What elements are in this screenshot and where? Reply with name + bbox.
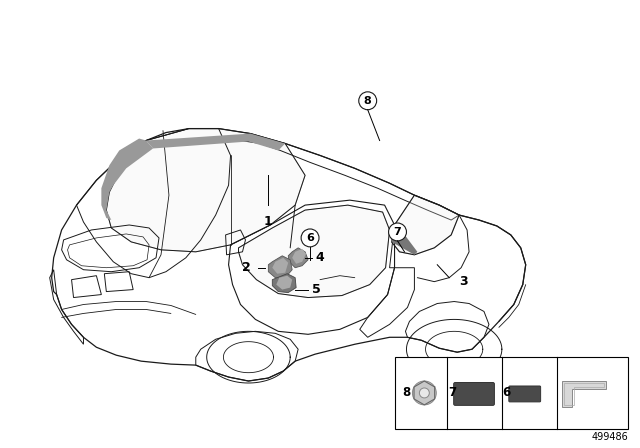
Polygon shape bbox=[268, 256, 292, 278]
Text: 2: 2 bbox=[242, 261, 250, 274]
Polygon shape bbox=[563, 381, 606, 407]
Circle shape bbox=[412, 381, 436, 405]
Polygon shape bbox=[390, 225, 417, 255]
Polygon shape bbox=[276, 276, 292, 289]
Polygon shape bbox=[392, 195, 459, 255]
Circle shape bbox=[388, 223, 406, 241]
Bar bbox=[394, 357, 628, 429]
Polygon shape bbox=[106, 129, 305, 252]
Text: 499486: 499486 bbox=[591, 431, 628, 442]
Circle shape bbox=[419, 388, 429, 398]
Text: 8: 8 bbox=[403, 387, 411, 400]
Text: 6: 6 bbox=[306, 233, 314, 243]
Polygon shape bbox=[101, 138, 153, 220]
Circle shape bbox=[301, 229, 319, 247]
Text: 5: 5 bbox=[312, 283, 321, 296]
Text: 7: 7 bbox=[394, 227, 401, 237]
Polygon shape bbox=[292, 249, 306, 264]
Text: 4: 4 bbox=[315, 251, 324, 264]
Polygon shape bbox=[52, 129, 525, 381]
Text: 1: 1 bbox=[264, 215, 273, 228]
Text: 7: 7 bbox=[448, 387, 456, 400]
Text: 8: 8 bbox=[364, 96, 372, 106]
Polygon shape bbox=[146, 134, 285, 151]
Polygon shape bbox=[239, 205, 390, 297]
Polygon shape bbox=[288, 248, 308, 268]
Polygon shape bbox=[272, 258, 288, 274]
Circle shape bbox=[359, 92, 377, 110]
Polygon shape bbox=[272, 274, 296, 293]
FancyBboxPatch shape bbox=[509, 386, 541, 402]
FancyBboxPatch shape bbox=[454, 383, 495, 405]
Text: 3: 3 bbox=[459, 275, 468, 288]
Text: 6: 6 bbox=[502, 387, 511, 400]
